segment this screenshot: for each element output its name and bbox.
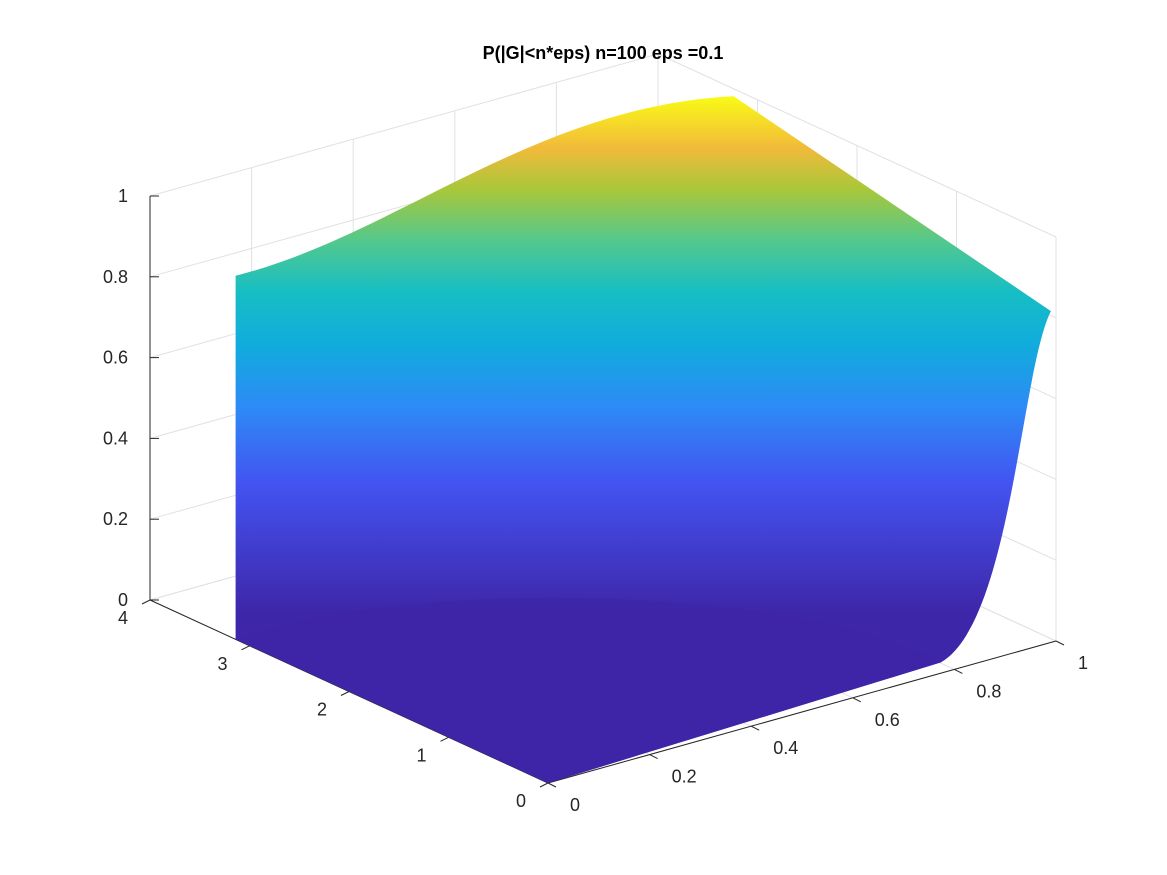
- x-tick-mark: [852, 697, 862, 703]
- x-tick-mark: [649, 754, 658, 760]
- z-tick-label: 0.2: [103, 509, 128, 529]
- surface-floor-region: [235, 597, 941, 783]
- grid-line-z-side: [657, 53, 1057, 238]
- axes: [141, 195, 1065, 788]
- x-tick-label: 1: [1078, 653, 1088, 673]
- chart-title: P(|G|<n*eps) n=100 eps =0.1: [483, 43, 724, 63]
- z-tick-label: 0.6: [103, 348, 128, 368]
- z-tick-label: 0.4: [103, 428, 128, 448]
- y-tick-label: 3: [217, 654, 227, 674]
- y-tick-label: 2: [317, 700, 327, 720]
- x-tick-label: 0.8: [976, 681, 1001, 701]
- z-tick-label: 0.8: [103, 267, 128, 287]
- x-tick-mark: [750, 725, 760, 731]
- x-tick-mark: [547, 782, 557, 788]
- y-tick-mark: [340, 691, 350, 696]
- y-tick-mark: [539, 782, 549, 788]
- z-tick-label: 1: [118, 186, 128, 206]
- y-tick-mark: [141, 599, 151, 605]
- surface: [235, 96, 1051, 783]
- y-tick-label: 0: [516, 791, 526, 811]
- y-tick-mark: [241, 645, 250, 651]
- y-tick-label: 4: [118, 608, 128, 628]
- x-axis-line: [547, 640, 1057, 784]
- x-tick-label: 0: [570, 795, 580, 815]
- grid-line-z-back: [149, 53, 659, 197]
- z-tick-label: 0: [118, 590, 128, 610]
- x-tick-mark: [954, 668, 963, 674]
- y-tick-label: 1: [416, 745, 426, 765]
- x-tick-mark: [1055, 640, 1065, 646]
- y-tick-mark: [440, 736, 449, 742]
- x-tick-label: 0.6: [875, 710, 900, 730]
- x-tick-label: 0.2: [672, 767, 697, 787]
- x-tick-label: 0.4: [773, 738, 798, 758]
